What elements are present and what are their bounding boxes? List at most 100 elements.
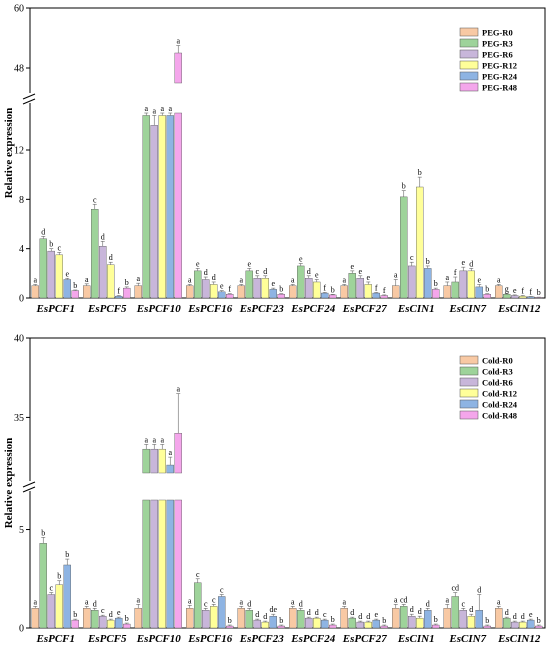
significance-letter: d <box>469 605 473 614</box>
significance-letter: c <box>323 610 327 619</box>
bar <box>380 295 388 299</box>
x-tick-label: EsPCF24 <box>290 303 336 315</box>
significance-letter: b <box>402 182 406 191</box>
bar <box>503 617 511 629</box>
significance-letter: b <box>382 616 386 625</box>
bar <box>313 617 321 629</box>
significance-letter: c <box>196 570 200 579</box>
significance-letter: e <box>247 259 251 268</box>
significance-letter: a <box>144 435 148 444</box>
significance-letter: d <box>101 232 105 241</box>
bar <box>400 606 408 629</box>
significance-letter: b <box>418 168 422 177</box>
y-tick-label: 12 <box>14 146 24 157</box>
bar <box>467 615 475 629</box>
significance-letter: a <box>239 275 243 284</box>
significance-letter: e <box>461 258 465 267</box>
bar-upper <box>174 52 182 84</box>
bar <box>194 582 202 629</box>
bar <box>443 285 451 299</box>
significance-letter: c <box>255 267 259 276</box>
significance-letter: c <box>93 195 97 204</box>
significance-letter: b <box>331 285 335 294</box>
bar <box>210 284 218 299</box>
bar <box>495 285 503 299</box>
x-tick-label: EsCIN12 <box>497 633 541 645</box>
x-tick-label: EsPCF5 <box>87 303 127 315</box>
bar <box>451 281 459 299</box>
bar <box>71 619 79 629</box>
significance-letter: a <box>168 104 172 113</box>
legend-swatch <box>459 82 479 92</box>
bar <box>289 608 297 629</box>
bar <box>39 543 47 629</box>
significance-letter: b <box>65 550 69 559</box>
significance-letter: b <box>228 616 232 625</box>
significance-letter: e <box>529 610 533 619</box>
significance-letter: d <box>255 610 259 619</box>
significance-letter: d <box>299 599 303 608</box>
bar <box>142 115 150 299</box>
significance-letter: b <box>434 279 438 288</box>
significance-letter: e <box>350 262 354 271</box>
significance-letter: d <box>263 267 267 276</box>
legend-label: Cold-R48 <box>482 411 517 421</box>
bar <box>443 608 451 629</box>
bar <box>174 112 182 299</box>
significance-letter: e <box>513 286 517 295</box>
bar <box>451 596 459 629</box>
x-tick-label: EsCIN1 <box>397 303 435 315</box>
legend-swatch <box>459 366 479 376</box>
significance-letter: a <box>160 435 164 444</box>
legend-swatch <box>459 377 479 387</box>
significance-letter: e <box>374 610 378 619</box>
bar <box>226 294 234 299</box>
x-tick-label: EsPCF10 <box>136 303 182 315</box>
bar <box>210 606 218 629</box>
significance-letter: f <box>228 285 231 294</box>
significance-letter: f <box>383 286 386 295</box>
significance-letter: d <box>247 599 251 608</box>
y-axis-label: Relative expression <box>3 438 15 529</box>
x-tick-label: EsCIN7 <box>448 633 486 645</box>
significance-letter: f <box>375 283 378 292</box>
y-tick-label: 60 <box>14 4 24 15</box>
bar-upper <box>166 464 174 474</box>
bar <box>459 270 467 299</box>
significance-letter: c <box>101 606 105 615</box>
significance-letter: a <box>33 597 37 606</box>
legend-swatch <box>459 60 479 70</box>
bar-upper <box>174 433 182 474</box>
bar <box>364 284 372 299</box>
bar <box>483 625 491 629</box>
bar <box>511 295 519 299</box>
bar <box>416 186 424 299</box>
bar <box>202 610 210 629</box>
axis-break-gap <box>22 481 36 491</box>
legend-swatch <box>459 38 479 48</box>
bar <box>289 285 297 299</box>
bar <box>115 617 123 629</box>
significance-letter: c <box>212 595 216 604</box>
significance-letter: a <box>394 271 398 280</box>
bar <box>372 292 380 299</box>
significance-letter: e <box>477 275 481 284</box>
bar <box>83 285 91 299</box>
significance-letter: d <box>41 227 45 236</box>
bar <box>305 278 313 299</box>
legend-label: PEG-R48 <box>482 83 517 93</box>
significance-letter: b <box>426 257 430 266</box>
x-tick-label: EsPCF1 <box>35 633 75 645</box>
significance-letter: e <box>117 608 121 617</box>
bar <box>483 294 491 299</box>
x-tick-label: EsPCF5 <box>87 633 127 645</box>
significance-letter: d <box>204 268 208 277</box>
bar <box>245 610 253 629</box>
bar <box>356 621 364 629</box>
bar <box>527 619 535 629</box>
legend-swatch <box>459 410 479 420</box>
significance-letter: d <box>505 608 509 617</box>
significance-letter: a <box>188 275 192 284</box>
bar <box>202 279 210 299</box>
axis-break-mark <box>22 486 36 493</box>
